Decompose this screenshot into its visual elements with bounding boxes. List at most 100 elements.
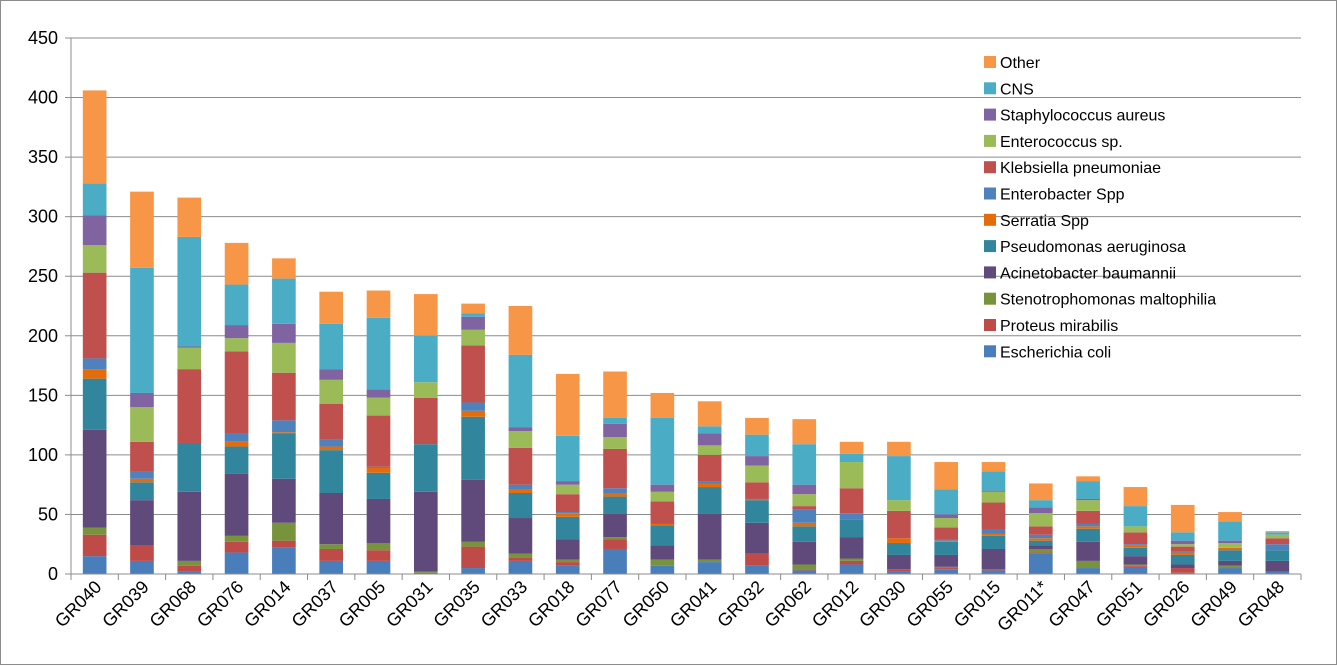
bar-segment <box>508 354 533 428</box>
y-tick-label: 300 <box>28 207 58 227</box>
bar-segment <box>934 489 959 515</box>
bar-segment <box>792 541 817 565</box>
bar-segment <box>603 417 627 424</box>
bar-stack <box>508 306 533 574</box>
legend-swatch <box>984 56 996 68</box>
bar-segment <box>839 488 864 514</box>
bar-segment <box>82 429 107 528</box>
bar-segment <box>887 500 911 511</box>
legend-item: Stenotrophomonas maltophilia <box>984 292 1216 309</box>
bar-segment <box>1123 565 1148 567</box>
bar-segment <box>1265 531 1290 533</box>
bar-segment <box>1265 571 1290 574</box>
bar-stack <box>839 441 864 574</box>
bar-segment <box>319 493 344 545</box>
legend-item: Enterobacter Spp <box>984 187 1125 204</box>
bar-segment <box>603 539 627 549</box>
legend-label: Proteus mirabilis <box>1000 318 1118 335</box>
bar-stack <box>934 462 959 574</box>
bar-segment <box>1076 476 1100 482</box>
bar-segment <box>1218 547 1242 551</box>
bar-segment <box>697 513 722 560</box>
bar-segment <box>887 569 911 572</box>
legend-label: Serratia Spp <box>1000 213 1089 230</box>
bar-segment <box>650 545 675 560</box>
bar-stack <box>1123 487 1148 574</box>
bar-segment <box>603 537 627 540</box>
bar-segment <box>224 325 249 339</box>
bar-segment <box>934 527 959 540</box>
bar-stack <box>413 294 438 574</box>
legend-swatch <box>984 82 996 95</box>
bar-segment <box>697 483 722 488</box>
bar-segment <box>745 434 769 457</box>
legend-label: Enterobacter Spp <box>1000 187 1125 204</box>
legend-item: Escherichia coli <box>984 344 1111 361</box>
bar-segment <box>82 369 107 379</box>
bar-segment <box>224 473 249 536</box>
bar-segment <box>603 488 627 494</box>
bar-segment <box>555 565 580 574</box>
bar-segment <box>555 435 580 482</box>
bar-segment <box>981 491 1006 503</box>
bar-segment <box>887 510 911 539</box>
bar-segment <box>887 543 911 555</box>
bar-segment <box>224 446 249 474</box>
bar-segment <box>461 541 485 547</box>
bar-segment <box>1218 512 1242 522</box>
bar-segment <box>839 519 864 538</box>
x-tick-label: GR005 <box>335 577 389 631</box>
bar-stack <box>1218 512 1242 574</box>
bar-stack <box>461 303 485 574</box>
y-tick-label: 200 <box>28 326 58 346</box>
bar-segment <box>366 317 391 390</box>
x-axis-ticks: GR040GR039GR068GR076GR014GR037GR005GR031… <box>51 574 1302 635</box>
bar-segment <box>461 303 485 314</box>
y-tick-label: 400 <box>28 88 58 108</box>
x-tick-label: GR035 <box>429 577 483 631</box>
bar-segment <box>650 565 675 574</box>
legend-item: Enterococcus sp. <box>984 134 1123 151</box>
bar-segment <box>1170 544 1195 547</box>
bar-segment <box>1028 507 1053 514</box>
bar-segment <box>1218 521 1242 541</box>
bar-segment <box>650 525 675 546</box>
x-tick-label: GR026 <box>1139 577 1193 631</box>
bar-segment <box>555 512 580 514</box>
x-tick-label: GR048 <box>1234 577 1288 631</box>
bar-segment <box>1170 552 1195 555</box>
bar-segment <box>1028 526 1053 535</box>
bar-segment <box>413 397 438 445</box>
bar-segment <box>1076 528 1100 542</box>
x-tick-label: GR039 <box>98 577 152 631</box>
bar-segment <box>1076 568 1100 574</box>
bar-segment <box>130 478 154 483</box>
bar-segment <box>1218 540 1242 544</box>
bar-segment <box>508 489 533 494</box>
bar-segment <box>981 570 1006 574</box>
legend-swatch <box>984 108 996 121</box>
bar-segment <box>1265 550 1290 561</box>
bar-segment <box>839 537 864 559</box>
legend-item: Serratia Spp <box>984 213 1089 230</box>
bar-segment <box>366 415 391 467</box>
bar-segment <box>319 323 344 370</box>
bar-segment <box>1028 500 1053 508</box>
y-tick-label: 0 <box>48 564 58 584</box>
bar-segment <box>461 345 485 403</box>
bar-segment <box>934 514 959 519</box>
bar-segment <box>1028 552 1053 554</box>
bar-segment <box>1123 564 1148 566</box>
bar-segment <box>697 559 722 563</box>
bar-segment <box>1218 550 1242 561</box>
bar-segment <box>603 448 627 489</box>
bar-segment <box>981 548 1006 570</box>
legend-swatch <box>984 240 996 253</box>
bar-segment <box>461 410 485 417</box>
bar-segment <box>887 456 911 501</box>
bar-segment <box>1076 526 1100 529</box>
x-tick-label: GR011* <box>993 577 1051 635</box>
bar-segment <box>792 419 817 445</box>
bar-segment <box>1170 568 1195 573</box>
